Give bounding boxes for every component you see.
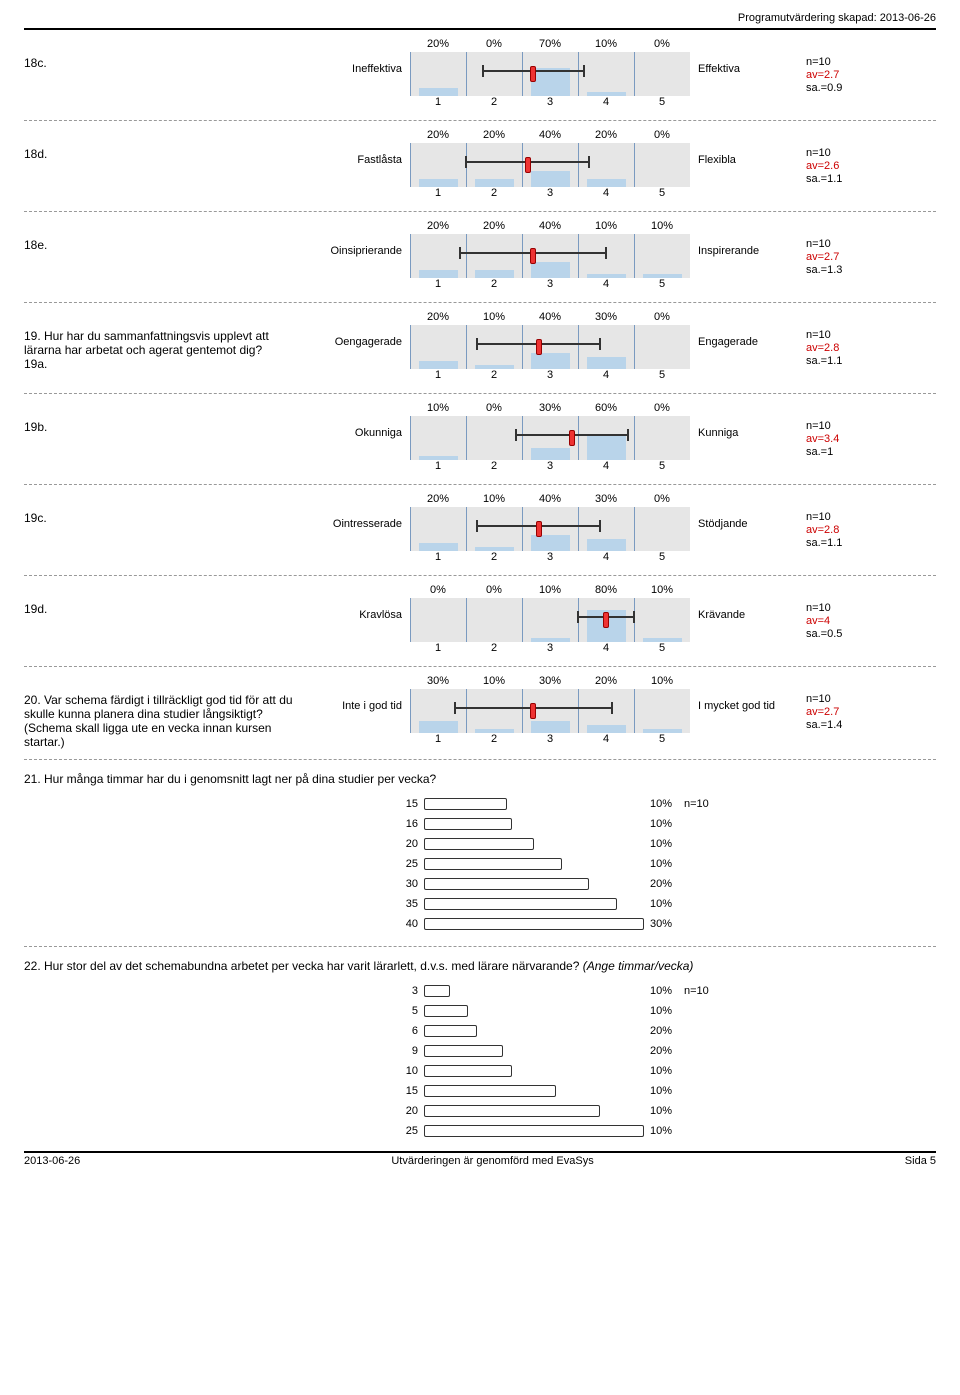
anchor-right: I mycket god tid [698, 675, 798, 712]
hbar-pct: 10% [644, 1065, 684, 1077]
hbar-pct: 20% [644, 878, 684, 890]
hbar-pct: 10% [644, 1085, 684, 1097]
hbar-label: 9 [24, 1045, 424, 1057]
anchor-left: Ointresserade [312, 493, 402, 530]
anchor-right: Flexibla [698, 129, 798, 166]
likert-chart: 20%0%70%10%0%12345 [410, 38, 690, 110]
header-rule [24, 28, 936, 30]
hbar-row: 30 20% [24, 876, 936, 892]
page-footer: 2013-06-26 Utvärderingen är genomförd me… [24, 1155, 936, 1167]
hbar-pct: 10% [644, 1105, 684, 1117]
hbar-label: 20 [24, 1105, 424, 1117]
hbar-label: 40 [24, 918, 424, 930]
hbar-row: 20 10% [24, 836, 936, 852]
anchor-left: Oinsiprierande [312, 220, 402, 257]
anchor-left: Okunniga [312, 402, 402, 439]
hbar-row: 15 10% [24, 1083, 936, 1099]
hbar-label: 25 [24, 858, 424, 870]
likert-chart: 30%10%30%20%10%12345 [410, 675, 690, 747]
anchor-right: Krävande [698, 584, 798, 621]
question-label: 18d. [24, 129, 304, 161]
anchor-left: Fastlåsta [312, 129, 402, 166]
hbar-label: 35 [24, 898, 424, 910]
hbar-label: 20 [24, 838, 424, 850]
q21-heading: 21. Hur många timmar har du i genomsnitt… [24, 772, 936, 786]
anchor-right: Engagerade [698, 311, 798, 348]
hbar-pct: 10% [644, 898, 684, 910]
hbar-label: 30 [24, 878, 424, 890]
hbar-pct: 10% [644, 818, 684, 830]
hbar-pct: 10% [644, 838, 684, 850]
question-label: 20. Var schema färdigt i tillräckligt go… [24, 675, 304, 749]
anchor-right: Effektiva [698, 38, 798, 75]
question-label: 19d. [24, 584, 304, 616]
hbar-label: 25 [24, 1125, 424, 1137]
question-label: 18e. [24, 220, 304, 252]
hbar-pct: 20% [644, 1025, 684, 1037]
stats-block: n=10av=2.7sa.=1.3 [806, 220, 876, 278]
likert-chart: 20%20%40%10%10%12345 [410, 220, 690, 292]
anchor-left: Inte i god tid [312, 675, 402, 712]
hbar-pct: 20% [644, 1045, 684, 1057]
hbar-label: 10 [24, 1065, 424, 1077]
hbar-label: 15 [24, 798, 424, 810]
hbar-row: 35 10% [24, 896, 936, 912]
hbar-row: 6 20% [24, 1023, 936, 1039]
page-header-date: Programutvärdering skapad: 2013-06-26 [24, 12, 936, 24]
hbar-row: 20 10% [24, 1103, 936, 1119]
hbar-row: 15 10%n=10 [24, 796, 936, 812]
hbar-pct: 10% [644, 985, 684, 997]
hbar-label: 5 [24, 1005, 424, 1017]
footer-right: Sida 5 [905, 1155, 936, 1167]
stats-block: n=10av=3.4sa.=1 [806, 402, 876, 460]
hbar-label: 16 [24, 818, 424, 830]
stats-block: n=10av=4sa.=0.5 [806, 584, 876, 642]
hbar-pct: 30% [644, 918, 684, 930]
question-label: 19b. [24, 402, 304, 434]
anchor-right: Kunniga [698, 402, 798, 439]
likert-chart: 20%20%40%20%0%12345 [410, 129, 690, 201]
hbar-row: 25 10% [24, 856, 936, 872]
stats-block: n=10av=2.8sa.=1.1 [806, 493, 876, 551]
footer-rule [24, 1151, 936, 1153]
question-label: 19c. [24, 493, 304, 525]
hbar-row: 40 30% [24, 916, 936, 932]
hbar-row: 10 10% [24, 1063, 936, 1079]
stats-block: n=10av=2.7sa.=1.4 [806, 675, 876, 733]
likert-chart: 10%0%30%60%0%12345 [410, 402, 690, 474]
hbar-pct: 10% [644, 858, 684, 870]
hbar-side: n=10 [684, 985, 744, 997]
hbar-label: 3 [24, 985, 424, 997]
question-label: 19. Hur har du sammanfattningsvis upplev… [24, 311, 304, 371]
anchor-right: Stödjande [698, 493, 798, 530]
hbar-pct: 10% [644, 798, 684, 810]
anchor-left: Oengagerade [312, 311, 402, 348]
footer-center: Utvärderingen är genomförd med EvaSys [391, 1155, 593, 1167]
stats-block: n=10av=2.7sa.=0.9 [806, 38, 876, 96]
hbar-row: 16 10% [24, 816, 936, 832]
anchor-left: Ineffektiva [312, 38, 402, 75]
hbar-label: 6 [24, 1025, 424, 1037]
likert-chart: 20%10%40%30%0%12345 [410, 493, 690, 565]
hbar-row: 3 10%n=10 [24, 983, 936, 999]
hbar-row: 9 20% [24, 1043, 936, 1059]
anchor-right: Inspirerande [698, 220, 798, 257]
likert-chart: 20%10%40%30%0%12345 [410, 311, 690, 383]
hbar-label: 15 [24, 1085, 424, 1097]
q22-heading: 22. Hur stor del av det schemabundna arb… [24, 959, 936, 973]
footer-left: 2013-06-26 [24, 1155, 80, 1167]
hbar-pct: 10% [644, 1005, 684, 1017]
stats-block: n=10av=2.8sa.=1.1 [806, 311, 876, 369]
hbar-row: 5 10% [24, 1003, 936, 1019]
anchor-left: Kravlösa [312, 584, 402, 621]
likert-chart: 0%0%10%80%10%12345 [410, 584, 690, 656]
hbar-row: 25 10% [24, 1123, 936, 1139]
hbar-pct: 10% [644, 1125, 684, 1137]
hbar-side: n=10 [684, 798, 744, 810]
question-label: 18c. [24, 38, 304, 70]
stats-block: n=10av=2.6sa.=1.1 [806, 129, 876, 187]
